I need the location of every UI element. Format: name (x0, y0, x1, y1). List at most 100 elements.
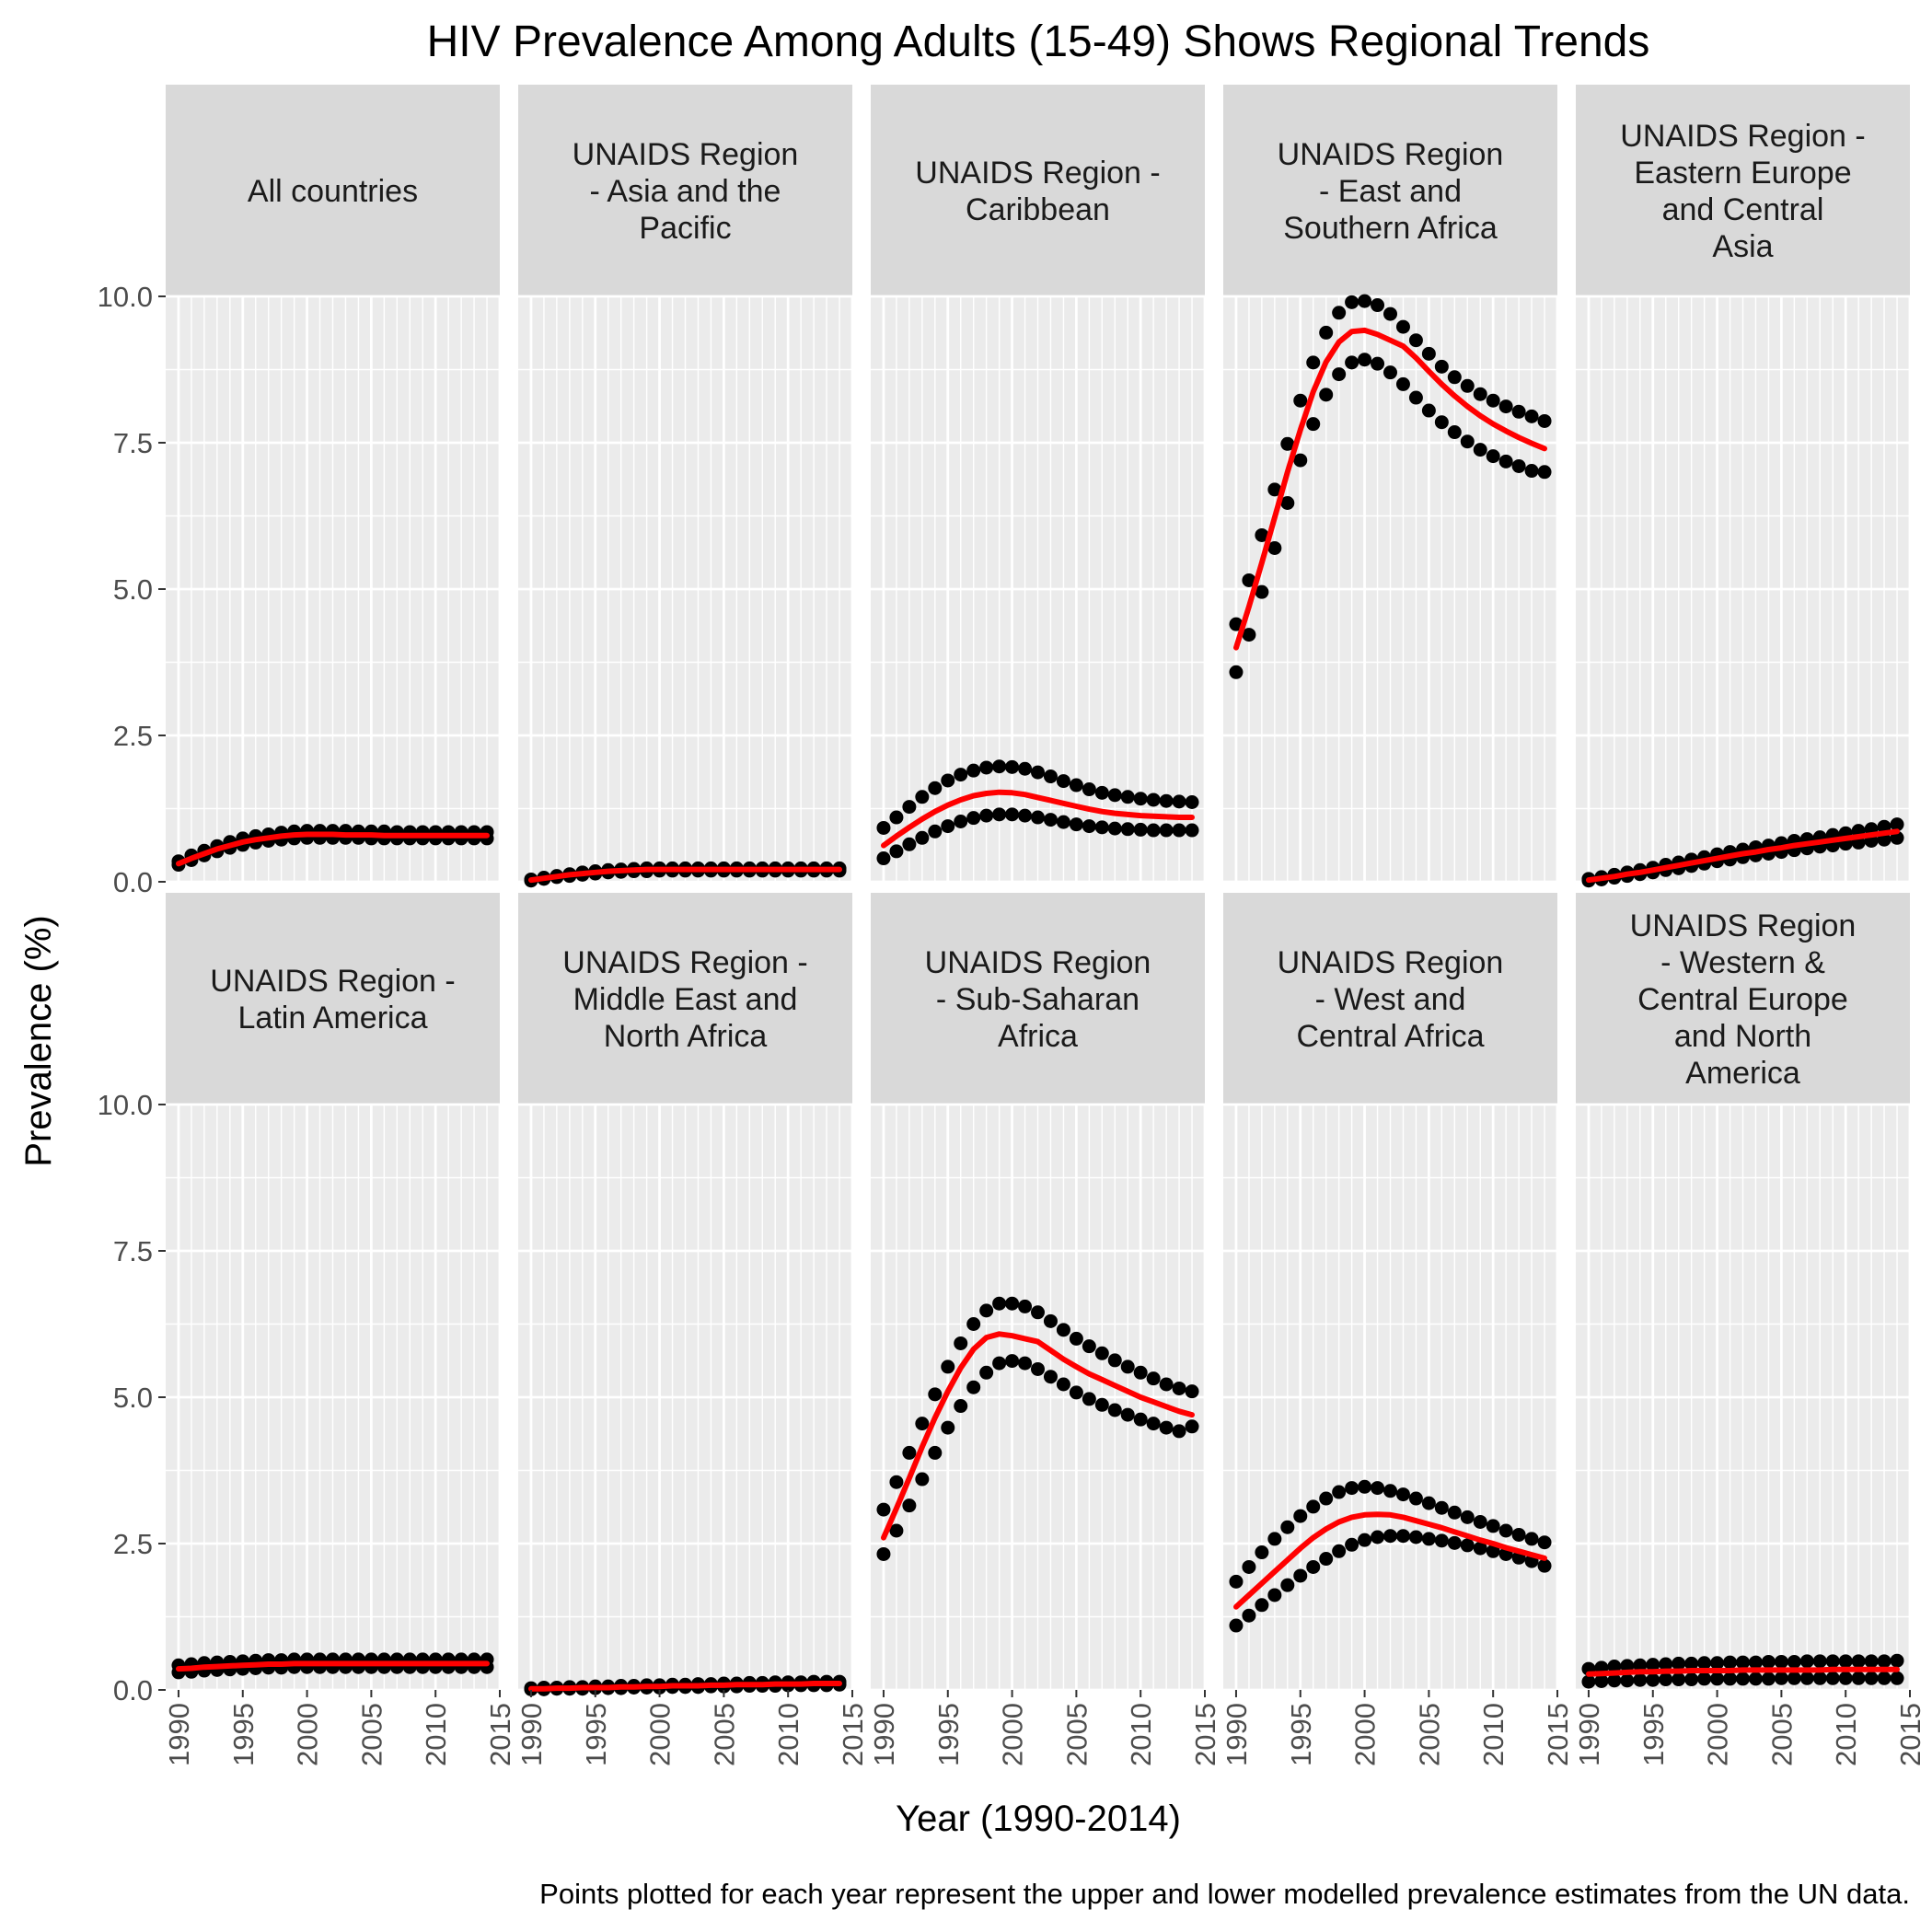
y-tick-label: 10.0 (98, 1089, 153, 1121)
data-point-lower (1460, 434, 1475, 449)
data-point-lower (979, 808, 994, 823)
facet-strip-label: Pacific (639, 211, 731, 246)
x-tick-label: 1995 (580, 1703, 612, 1766)
data-point-upper (1069, 1331, 1083, 1346)
data-point-lower (1280, 1578, 1295, 1592)
data-point-upper (1082, 782, 1096, 797)
data-point-lower (1486, 449, 1500, 464)
data-point-upper (1486, 393, 1500, 408)
data-point-lower (1646, 1672, 1660, 1687)
x-tick-label: 2010 (1477, 1703, 1510, 1766)
facet-strip-label: - Asia and the (590, 174, 781, 209)
x-tick-label: 2010 (772, 1703, 804, 1766)
x-tick-label: 1990 (515, 1703, 548, 1766)
facet-strip-label: UNAIDS Region (1278, 137, 1504, 172)
data-point-upper (1229, 1574, 1244, 1589)
data-point-lower (1371, 356, 1385, 371)
data-point-lower (1684, 1672, 1699, 1687)
data-point-lower (1319, 1552, 1334, 1567)
data-point-upper (1736, 1655, 1750, 1670)
data-point-lower (1056, 815, 1070, 829)
data-point-lower (1005, 807, 1020, 822)
facet-strip-label: - Sub-Saharan (936, 982, 1140, 1017)
data-point-upper (1787, 1654, 1801, 1669)
data-point-lower (1107, 821, 1122, 836)
data-point-lower (928, 824, 943, 839)
x-tick-label: 2000 (1349, 1703, 1382, 1766)
data-point-upper (1358, 1479, 1372, 1494)
data-point-upper (915, 790, 930, 804)
data-point-upper (1659, 1657, 1673, 1672)
x-tick-label: 2005 (355, 1703, 388, 1766)
data-point-upper (1498, 1523, 1513, 1538)
data-point-upper (1447, 370, 1462, 385)
data-point-upper (1646, 1658, 1660, 1672)
data-point-upper (876, 820, 891, 835)
data-point-upper (1345, 1481, 1359, 1496)
facet-strip-label: Africa (998, 1019, 1078, 1054)
estimate-line (176, 1660, 490, 1672)
data-point-lower (902, 837, 917, 851)
data-point-upper (1864, 1654, 1879, 1669)
data-point-lower (954, 814, 968, 828)
x-tick-label: 2000 (644, 1703, 677, 1766)
data-point-lower (1607, 1673, 1622, 1688)
data-point-lower (1408, 390, 1423, 405)
x-tick-label: 2010 (1125, 1703, 1157, 1766)
x-tick-label: 2015 (484, 1703, 516, 1766)
y-axis-title: Prevalence (%) (18, 915, 59, 1166)
estimate-line (528, 866, 842, 884)
data-point-upper (1537, 1535, 1552, 1550)
data-point-upper (1383, 1484, 1397, 1498)
data-point-lower (1185, 1419, 1199, 1434)
data-point-upper (889, 1475, 904, 1489)
data-point-upper (1345, 295, 1359, 309)
facet-strip-label: UNAIDS Region - (562, 945, 807, 980)
facet-strip-label: Middle East and (573, 982, 798, 1017)
data-point-upper (1511, 1527, 1526, 1542)
data-point-lower (1511, 458, 1526, 473)
data-point-upper (979, 760, 994, 775)
data-point-lower (1159, 1420, 1174, 1435)
data-point-upper (1018, 1299, 1033, 1313)
data-point-lower (1005, 1354, 1020, 1369)
facet-panel: UNAIDS Region- Western &Central European… (1573, 893, 1926, 1766)
facet-strip (518, 85, 852, 296)
data-point-lower (1581, 1674, 1596, 1689)
data-point-upper (1094, 1346, 1109, 1360)
data-point-lower (1332, 367, 1347, 382)
x-tick-label: 1990 (1221, 1703, 1253, 1766)
data-point-lower (1774, 1671, 1788, 1685)
data-point-upper (966, 763, 981, 778)
data-point-lower (1172, 1424, 1186, 1439)
data-point-upper (1473, 1514, 1487, 1529)
facet-strip-label: UNAIDS Region (1630, 908, 1857, 943)
data-point-lower (1838, 1671, 1853, 1685)
data-point-lower (876, 851, 891, 866)
data-point-upper (1267, 1532, 1282, 1546)
data-point-lower (1659, 1672, 1673, 1687)
data-point-upper (1120, 1359, 1135, 1374)
x-tick-label: 2010 (420, 1703, 452, 1766)
data-point-upper (1043, 1313, 1058, 1328)
data-point-upper (1473, 387, 1487, 401)
facet-strip-label: All countries (248, 174, 418, 209)
data-point-upper (1408, 333, 1423, 348)
data-point-lower (941, 1420, 955, 1435)
data-point-upper (1056, 774, 1070, 789)
facet-strip-label: - East and (1319, 174, 1462, 209)
x-tick-label: 2000 (1702, 1703, 1734, 1766)
data-point-upper (1133, 1365, 1148, 1380)
estimate-line (881, 789, 1195, 849)
data-point-lower (1434, 1533, 1449, 1548)
data-point-upper (1537, 413, 1552, 428)
facet-strip (1576, 85, 1910, 296)
data-point-upper (1159, 793, 1174, 808)
x-tick-label: 2015 (837, 1703, 869, 1766)
data-point-lower (1133, 822, 1148, 837)
data-point-lower (1056, 1377, 1070, 1392)
data-point-upper (1825, 1654, 1840, 1669)
